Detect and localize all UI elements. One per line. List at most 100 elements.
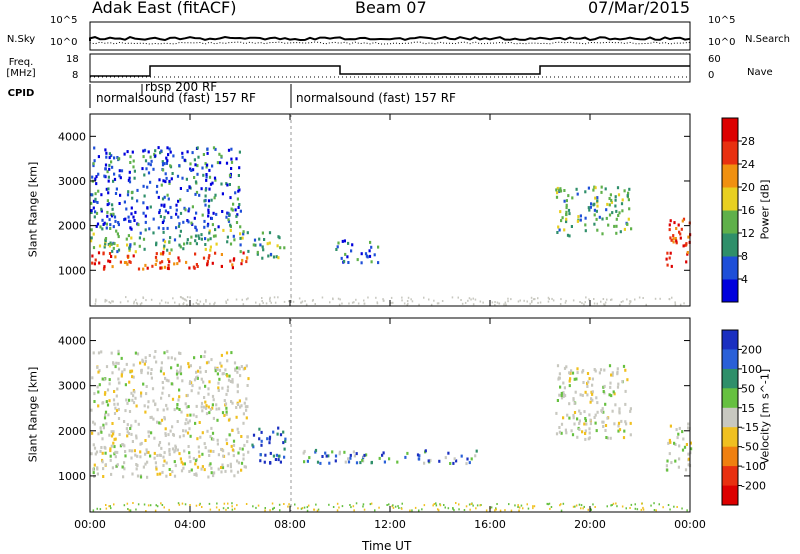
ground-cell xyxy=(273,506,275,509)
data-cell xyxy=(168,448,171,451)
data-cell xyxy=(175,372,179,376)
data-cell xyxy=(138,244,141,248)
data-cell xyxy=(602,410,605,414)
data-cell xyxy=(174,357,177,361)
y-tick-label: 4000 xyxy=(58,130,86,143)
data-cell xyxy=(235,415,238,419)
velocity-panel-frame xyxy=(89,317,691,513)
data-cell xyxy=(178,351,181,355)
data-cell xyxy=(216,442,219,446)
data-cell xyxy=(178,222,181,226)
data-cell xyxy=(124,383,127,387)
data-cell xyxy=(246,405,249,409)
ground-cell xyxy=(435,504,438,507)
data-cell xyxy=(148,227,151,231)
data-cell xyxy=(587,206,590,210)
data-cell xyxy=(143,194,146,198)
data-cell xyxy=(208,229,211,233)
data-cell xyxy=(176,448,179,452)
data-cell xyxy=(229,259,232,263)
data-cell xyxy=(178,452,181,456)
data-cell xyxy=(149,155,152,159)
data-cell xyxy=(623,429,626,433)
data-cell xyxy=(673,441,676,445)
data-cell xyxy=(105,422,108,426)
data-cell xyxy=(159,369,163,373)
data-cell xyxy=(220,447,223,451)
data-cell xyxy=(314,448,318,452)
data-cell xyxy=(202,256,206,260)
data-cell xyxy=(160,367,163,371)
data-cell xyxy=(93,422,96,426)
ground-cell xyxy=(397,505,399,508)
data-cell xyxy=(687,235,690,239)
data-cell xyxy=(686,252,689,256)
data-cell xyxy=(193,473,196,476)
data-cell xyxy=(364,252,368,256)
data-cell xyxy=(672,237,675,241)
data-cell xyxy=(144,214,147,218)
data-cell xyxy=(556,191,559,195)
data-cell xyxy=(140,369,143,373)
data-cell xyxy=(100,207,103,211)
data-cell xyxy=(197,391,200,395)
data-cell xyxy=(687,463,690,467)
data-cell xyxy=(629,421,632,425)
data-cell xyxy=(134,210,137,214)
ground-cell xyxy=(606,505,608,508)
data-cell xyxy=(207,256,210,260)
data-cell xyxy=(110,434,114,438)
ground-cell xyxy=(376,301,378,304)
data-cell xyxy=(166,146,169,150)
data-cell xyxy=(615,209,618,213)
data-cell xyxy=(617,429,620,433)
ground-cell xyxy=(378,506,380,509)
colorbar-segment xyxy=(722,141,738,165)
data-cell xyxy=(565,431,568,435)
data-cell xyxy=(108,244,111,248)
data-cell xyxy=(230,351,233,355)
velocity-scatter xyxy=(90,349,693,512)
data-cell xyxy=(578,428,581,431)
data-cell xyxy=(216,372,219,376)
data-cell xyxy=(112,432,115,436)
data-cell xyxy=(174,446,177,449)
data-cell xyxy=(240,404,243,408)
data-cell xyxy=(103,445,106,449)
data-cell xyxy=(207,360,210,364)
ground-cell xyxy=(392,504,394,507)
nsearch-trace xyxy=(89,41,691,45)
data-cell xyxy=(145,167,148,171)
data-cell xyxy=(167,379,170,383)
ground-cell xyxy=(526,503,528,506)
data-cell xyxy=(612,390,615,394)
ground-cell xyxy=(604,303,606,306)
ground-cell xyxy=(504,301,507,304)
data-cell xyxy=(277,256,280,260)
ground-cell xyxy=(532,505,534,508)
data-cell xyxy=(689,441,692,445)
data-cell xyxy=(243,465,246,469)
data-cell xyxy=(674,237,677,240)
data-cell xyxy=(159,266,162,270)
data-cell xyxy=(226,211,229,215)
data-cell xyxy=(96,222,100,226)
data-cell xyxy=(226,385,230,389)
ground-cell xyxy=(174,301,176,304)
nsky-tick-bottom: 10^0 xyxy=(50,37,78,48)
data-cell xyxy=(117,235,120,239)
data-cell xyxy=(602,425,605,428)
y-tick-label: 2000 xyxy=(58,220,86,233)
data-cell xyxy=(154,350,157,353)
data-cell xyxy=(91,431,94,435)
ground-cell xyxy=(307,504,310,507)
ground-cell xyxy=(99,508,102,511)
data-cell xyxy=(103,392,107,396)
data-cell xyxy=(108,378,111,382)
ground-cell xyxy=(132,502,134,504)
data-cell xyxy=(166,349,169,353)
ground-cell xyxy=(274,301,277,304)
data-cell xyxy=(112,225,115,229)
nsearch-tick-bottom: 10^0 xyxy=(708,37,736,48)
data-cell xyxy=(203,225,206,229)
